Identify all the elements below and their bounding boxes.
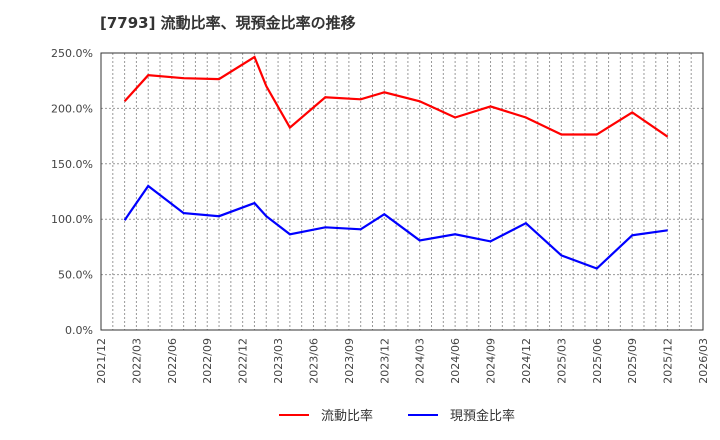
- x-tick-label: 2024/12: [520, 338, 533, 384]
- x-tick-label: 2023/09: [343, 338, 356, 384]
- x-tick-label: 2024/03: [414, 338, 427, 384]
- grid-lines: [101, 52, 703, 330]
- y-tick-label: 100.0%: [51, 213, 93, 226]
- x-tick-label: 2023/06: [307, 338, 320, 384]
- x-tick-label: 2025/12: [662, 338, 675, 384]
- x-tick-label: 2024/06: [449, 338, 462, 384]
- legend-swatch-blue: [408, 413, 438, 416]
- x-tick-label: 2022/12: [237, 338, 250, 384]
- legend-item-current-ratio: 流動比率: [279, 405, 373, 424]
- y-tick-label: 200.0%: [51, 102, 93, 115]
- x-tick-label: 2022/09: [201, 338, 214, 384]
- chart-title: [7793] 流動比率、現預金比率の推移: [100, 14, 356, 32]
- y-tick-label: 0.0%: [65, 324, 93, 337]
- x-tick-label: 2023/03: [272, 338, 285, 384]
- series-current-ratio: [123, 55, 669, 138]
- legend: 流動比率 現預金比率: [0, 405, 720, 427]
- legend-swatch-red: [279, 413, 309, 416]
- x-tick-label: 2021/12: [95, 338, 108, 384]
- y-tick-label: 250.0%: [51, 47, 93, 60]
- y-tick-label: 50.0%: [58, 269, 93, 282]
- x-tick-label: 2025/06: [591, 338, 604, 384]
- y-tick-label: 150.0%: [51, 158, 93, 171]
- legend-label: 流動比率: [321, 409, 374, 424]
- data-series: [123, 55, 669, 270]
- x-tick-label: 2026/03: [697, 338, 710, 384]
- x-tick-label: 2022/06: [166, 338, 179, 384]
- x-tick-label: 2025/09: [626, 338, 639, 384]
- axes: [100, 52, 704, 331]
- y-axis-ticks: 0.0% 50.0% 100.0% 150.0% 200.0% 250.0%: [51, 47, 93, 337]
- x-tick-label: 2022/03: [130, 338, 143, 384]
- legend-item-cash-ratio: 現預金比率: [408, 405, 515, 424]
- legend-label: 現預金比率: [450, 409, 516, 424]
- series-cash-ratio: [123, 184, 668, 270]
- x-axis-ticks: 2021/12 2022/03 2022/06 2022/09 2022/12 2023/…: [95, 338, 710, 384]
- plot-frame: [100, 52, 704, 331]
- x-tick-label: 2023/12: [378, 338, 391, 384]
- x-tick-label: 2024/09: [485, 338, 498, 384]
- x-tick-label: 2025/03: [555, 338, 568, 384]
